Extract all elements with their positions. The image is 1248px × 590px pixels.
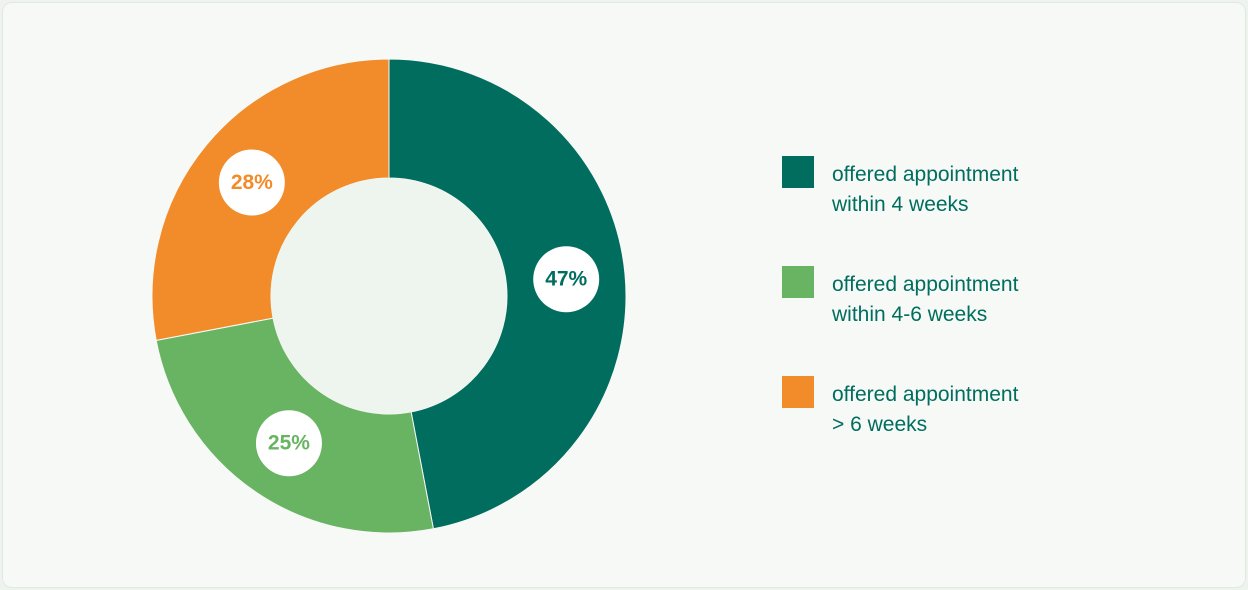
legend-swatch [782,266,814,298]
slice-label-over-6-weeks: 28% [218,149,285,216]
donut-hole [271,178,507,414]
legend-label-line2: within 4 weeks [832,193,969,216]
slice-label-bubble [533,246,600,313]
slice-percent-label: 25% [268,432,310,455]
legend-swatch [782,156,814,188]
slice-label-within-4-6-weeks: 25% [255,410,322,477]
legend-label-line2: > 6 weeks [832,413,928,436]
slice-label-bubble [218,149,285,216]
slice-percent-label: 47% [545,268,587,291]
legend-label-line1: offered appointment [832,383,1019,406]
legend-label: offered appointment within 4-6 weeks [832,270,1092,330]
legend-label-line2: within 4-6 weeks [832,303,988,326]
slice-percent-label: 28% [231,171,273,194]
legend-label-line1: offered appointment [832,273,1019,296]
legend-label: offered appointment > 6 weeks [832,380,1092,440]
legend-swatch [782,376,814,408]
slice-label-bubble [255,410,322,477]
slice-label-within-4-weeks: 47% [533,246,600,313]
legend-label: offered appointment within 4 weeks [832,160,1092,220]
legend-label-line1: offered appointment [832,163,1019,186]
